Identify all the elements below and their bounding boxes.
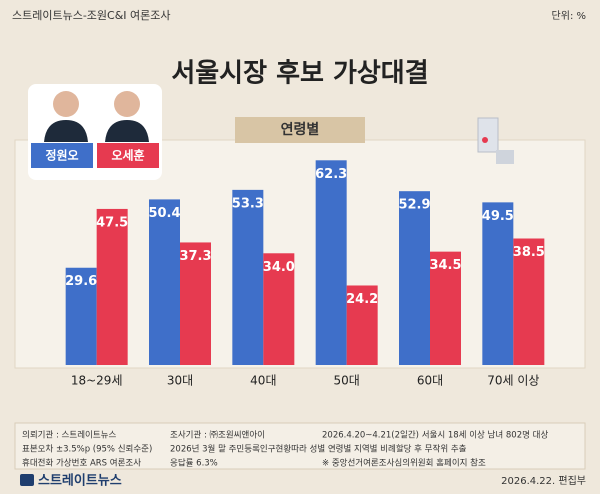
value-label: 53.3 <box>232 196 264 211</box>
x-tick-label: 40대 <box>250 374 276 388</box>
bar <box>482 202 514 365</box>
section-box <box>235 117 365 143</box>
bar <box>346 285 378 365</box>
note: 휴대전화 가상번호 ARS 여론조사 <box>22 458 141 469</box>
legend-label: 정원오 <box>45 148 78 163</box>
section-label: 연령별 <box>281 121 320 138</box>
legend-label: 오세훈 <box>111 148 144 163</box>
value-label: 62.3 <box>315 167 347 182</box>
bar <box>399 191 430 365</box>
bar <box>232 189 264 365</box>
value-label: 29.6 <box>65 274 97 289</box>
bar <box>513 238 545 365</box>
bar <box>430 251 461 365</box>
ballot-box <box>477 117 514 164</box>
x-tick-label: 30대 <box>167 374 193 388</box>
value-label: 49.5 <box>482 209 514 224</box>
bar <box>263 253 295 365</box>
bar <box>315 160 347 365</box>
value-label: 34.0 <box>263 260 295 275</box>
note: 응답률 6.3% <box>170 458 218 469</box>
unit: 단위: % <box>552 9 586 22</box>
legend-swatch <box>97 143 159 168</box>
notes-box <box>14 422 586 470</box>
bar <box>149 199 180 365</box>
value-label: 38.5 <box>513 245 545 260</box>
box <box>477 117 499 153</box>
x-tick-label: 18~29세 <box>71 374 123 388</box>
brand: 스트레이트뉴스 <box>38 473 122 489</box>
face <box>114 91 140 117</box>
value-label: 24.2 <box>346 292 378 307</box>
source: 스트레이트뉴스-조원C&I 여론조사 <box>12 9 171 22</box>
value-label: 34.5 <box>429 258 461 273</box>
value-label: 47.5 <box>96 215 128 230</box>
note: 조사기관 : ㈜조원씨앤아이 <box>170 430 265 441</box>
note: 2026.4.20~4.21(2일간) 서울시 18세 이상 남녀 802명 대… <box>322 430 548 441</box>
value-label: 50.4 <box>148 206 180 221</box>
note: 2026년 3월 말 주민등록인구현황따라 성별 연령별 지역별 비례할당 후 … <box>170 444 467 455</box>
bar <box>180 242 211 365</box>
x-tick-label: 70세 이상 <box>487 374 539 388</box>
note: ※ 중앙선거여론조사심의위원회 홈페이지 참조 <box>322 458 486 469</box>
x-tick-label: 50대 <box>334 374 360 388</box>
brand-icon <box>20 474 34 486</box>
value-label: 52.9 <box>398 198 430 213</box>
date: 2026.4.22. 편집부 <box>501 475 586 487</box>
mark <box>482 137 488 143</box>
suit <box>105 120 149 142</box>
box <box>496 150 514 164</box>
note: 표본오차 ±3.5%p (95% 신뢰수준) <box>22 445 152 455</box>
face <box>53 91 79 117</box>
note: 의뢰기관 : 스트레이트뉴스 <box>22 430 116 441</box>
suit <box>44 120 88 142</box>
x-tick-label: 60대 <box>417 374 443 388</box>
bar <box>65 267 97 365</box>
chart-title: 서울시장 후보 가상대결 <box>171 59 428 89</box>
legend-swatch <box>31 143 93 168</box>
value-label: 37.3 <box>179 249 211 264</box>
bar <box>96 208 128 365</box>
